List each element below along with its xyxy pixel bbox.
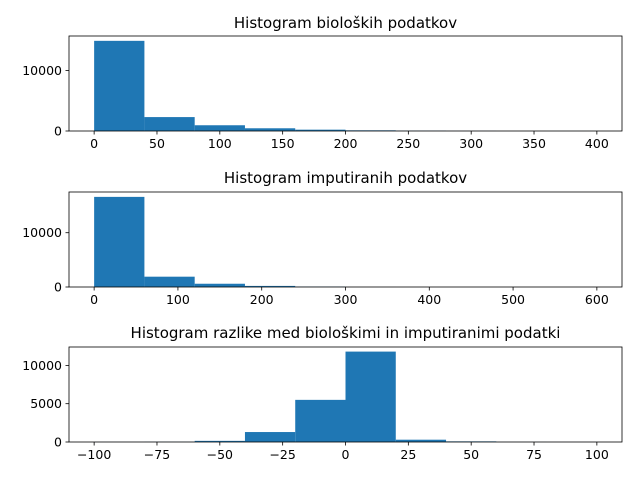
histogram-bar bbox=[144, 276, 195, 287]
x-tick-label: 500 bbox=[501, 292, 525, 307]
x-tick-label: 300 bbox=[459, 136, 483, 151]
x-tick-label: 300 bbox=[334, 292, 358, 307]
x-tick-label: 150 bbox=[271, 136, 295, 151]
y-tick-label: 10000 bbox=[22, 63, 62, 78]
histogram-bar bbox=[244, 128, 296, 131]
x-tick-label: 600 bbox=[585, 292, 609, 307]
chart-title: Histogram imputiranih podatkov bbox=[224, 169, 467, 187]
x-tick-label: 75 bbox=[526, 447, 542, 462]
x-tick-label: 50 bbox=[463, 447, 479, 462]
x-tick-label: −50 bbox=[207, 447, 233, 462]
histogram-bar bbox=[244, 285, 296, 287]
chart-title: Histogram bioloških podatkov bbox=[234, 14, 457, 32]
axes-frame bbox=[68, 191, 623, 288]
x-tick-label: 200 bbox=[250, 292, 274, 307]
y-tick-label: 0 bbox=[54, 435, 62, 450]
y-tick-label: 10000 bbox=[22, 225, 62, 240]
x-tick-label: 100 bbox=[166, 292, 190, 307]
chart-title: Histogram razlike med biološkimi in impu… bbox=[131, 324, 561, 342]
histogram-bar bbox=[345, 351, 396, 442]
x-tick-label: 400 bbox=[417, 292, 441, 307]
x-tick-label: 200 bbox=[334, 136, 358, 151]
x-tick-label: 100 bbox=[585, 447, 609, 462]
histogram-bar bbox=[295, 129, 346, 131]
x-tick-label: 0 bbox=[342, 447, 350, 462]
x-tick-label: −75 bbox=[144, 447, 170, 462]
x-tick-label: 0 bbox=[90, 292, 98, 307]
x-tick-label: 0 bbox=[90, 136, 98, 151]
histogram-bar bbox=[395, 439, 447, 442]
histogram-panel-difference: Histogram razlike med biološkimi in impu… bbox=[22, 324, 623, 462]
y-tick-label: 0 bbox=[54, 124, 62, 139]
x-tick-label: 50 bbox=[149, 136, 165, 151]
x-tick-label: 250 bbox=[396, 136, 420, 151]
histogram-bar bbox=[194, 125, 245, 131]
x-tick-label: 350 bbox=[522, 136, 546, 151]
histogram-bar bbox=[194, 283, 245, 287]
histogram-panel-biological: Histogram bioloških podatkov 0 50 100 150 20… bbox=[22, 14, 623, 151]
y-tick-label: 10000 bbox=[22, 358, 62, 373]
x-tick-label: 400 bbox=[585, 136, 609, 151]
histogram-bar bbox=[244, 432, 296, 442]
histogram-bar bbox=[94, 196, 145, 287]
histogram-bar bbox=[144, 117, 195, 131]
histogram-bar bbox=[194, 440, 245, 442]
y-tick-label: 0 bbox=[54, 280, 62, 295]
x-tick-label: −100 bbox=[77, 447, 111, 462]
x-tick-label: 25 bbox=[400, 447, 416, 462]
y-tick-label: 5000 bbox=[30, 396, 62, 411]
x-tick-label: 100 bbox=[208, 136, 232, 151]
histogram-panel-imputed: Histogram imputiranih podatkov 0 100 200 30… bbox=[22, 169, 623, 307]
axes-frame bbox=[68, 35, 623, 132]
x-tick-label: −25 bbox=[269, 447, 295, 462]
histogram-bar bbox=[295, 399, 346, 442]
histogram-bar bbox=[94, 40, 145, 132]
